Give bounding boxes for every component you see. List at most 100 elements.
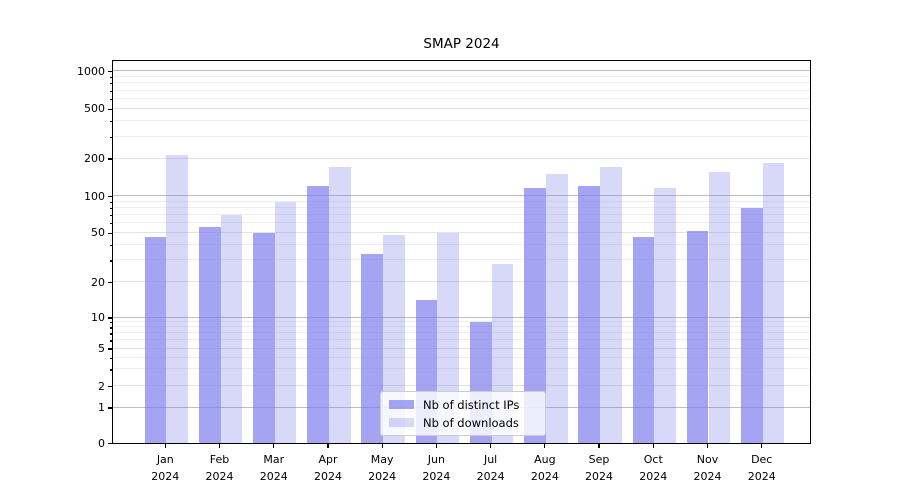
bar-downloads [328,167,351,443]
major-gridline [113,70,810,72]
minor-gridline [113,135,810,137]
x-tick-label: Oct 2024 [639,453,668,483]
x-tick-label: Apr 2024 [313,453,342,483]
minor-gridline [113,243,810,245]
x-tick-label: Jun 2024 [422,453,451,483]
x-axis-tick [652,444,654,448]
minor-gridline [113,332,810,334]
bar-distinct-ips [524,188,546,443]
bar-distinct-ips [253,232,275,443]
minor-gridline [113,222,810,224]
y-axis-tick [108,385,112,388]
x-axis-tick [490,444,492,448]
y-axis-minor-tick [109,214,112,217]
bar-downloads [220,214,243,443]
mid-gridline [113,281,810,283]
chart-title: SMAP 2024 [423,36,500,52]
minor-gridline [113,97,810,99]
legend-label: Nb of downloads [423,415,519,430]
bar-downloads [274,201,297,443]
y-axis-tick [108,232,112,234]
x-axis-tick [598,444,600,448]
y-axis-minor-tick [109,333,112,335]
y-axis-minor-tick [109,136,112,138]
y-axis-minor-tick [109,120,112,123]
y-axis-tick [108,407,112,409]
x-tick-label: Jul 2024 [476,453,505,483]
plot-area [112,60,811,444]
y-axis-tick [108,71,112,73]
legend-swatch-downloads [389,417,414,428]
minor-gridline [113,75,810,77]
minor-gridline [113,356,810,358]
bar-downloads [437,232,460,443]
minor-gridline [113,89,810,91]
mid-gridline [113,347,810,349]
y-tick-label: 10 [91,311,105,324]
major-gridline [113,316,810,318]
y-tick-label: 20 [91,275,105,289]
y-axis-minor-tick [109,327,112,329]
x-axis-tick [327,444,329,448]
minor-gridline [113,368,810,370]
bar-distinct-ips [578,186,601,443]
x-axis-tick [544,444,546,448]
bar-distinct-ips [686,230,709,443]
legend-item-distinct-ips: Nb of distinct IPs [389,398,537,412]
x-tick-label: Dec 2024 [747,453,776,483]
minor-gridline [113,339,810,341]
y-tick-label: 50 [91,226,105,240]
x-axis-tick [218,444,221,448]
x-tick-label: Mar 2024 [259,453,288,483]
minor-gridline [113,200,810,202]
y-tick-label: 100 [84,189,105,203]
y-tick-label: 500 [84,102,105,116]
legend-label: Nb of distinct IPs [423,397,520,412]
x-tick-label: Jan 2024 [151,453,180,483]
bar-distinct-ips [361,253,384,443]
x-axis-tick [273,444,275,448]
y-tick-label: 1000 [77,64,105,78]
y-axis-minor-tick [109,76,112,79]
y-axis-minor-tick [109,98,112,101]
y-axis-tick [108,348,112,350]
bar-downloads [654,188,676,443]
bar-distinct-ips [144,237,167,443]
x-axis-tick [381,444,383,448]
x-tick-label: Aug 2024 [530,453,559,483]
y-axis-minor-tick [109,244,112,247]
y-axis-tick [108,195,112,198]
minor-gridline [113,326,810,328]
x-tick-label: Nov 2024 [693,453,722,483]
y-axis-tick [108,442,112,445]
y-axis-minor-tick [109,90,112,92]
y-axis-tick [108,158,112,160]
y-axis-minor-tick [109,322,112,324]
y-axis-minor-tick [109,369,112,371]
x-axis-tick [164,444,166,448]
y-axis-minor-tick [109,357,112,359]
y-axis-minor-tick [109,201,112,203]
y-axis-minor-tick [109,340,112,342]
legend: Nb of distinct IPs Nb of downloads [380,391,546,436]
minor-gridline [113,206,810,208]
y-axis-minor-tick [109,207,112,210]
minor-gridline [113,321,810,323]
minor-gridline [113,119,810,121]
legend-swatch-ips [389,399,414,410]
y-tick-label: 0 [98,436,105,450]
x-tick-label: Sep 2024 [585,453,614,483]
x-axis-tick [706,444,709,448]
major-gridline [113,195,810,196]
y-axis-minor-tick [109,260,112,262]
bar-downloads [166,154,188,443]
minor-gridline [113,259,810,261]
x-axis-tick [435,444,437,448]
y-tick-label: 2 [98,379,105,393]
bar-distinct-ips [307,186,329,443]
y-tick-label: 200 [84,152,105,165]
legend-item-downloads: Nb of downloads [389,416,537,430]
y-axis-tick [108,108,112,110]
mid-gridline [113,385,810,386]
mid-gridline [113,107,810,109]
